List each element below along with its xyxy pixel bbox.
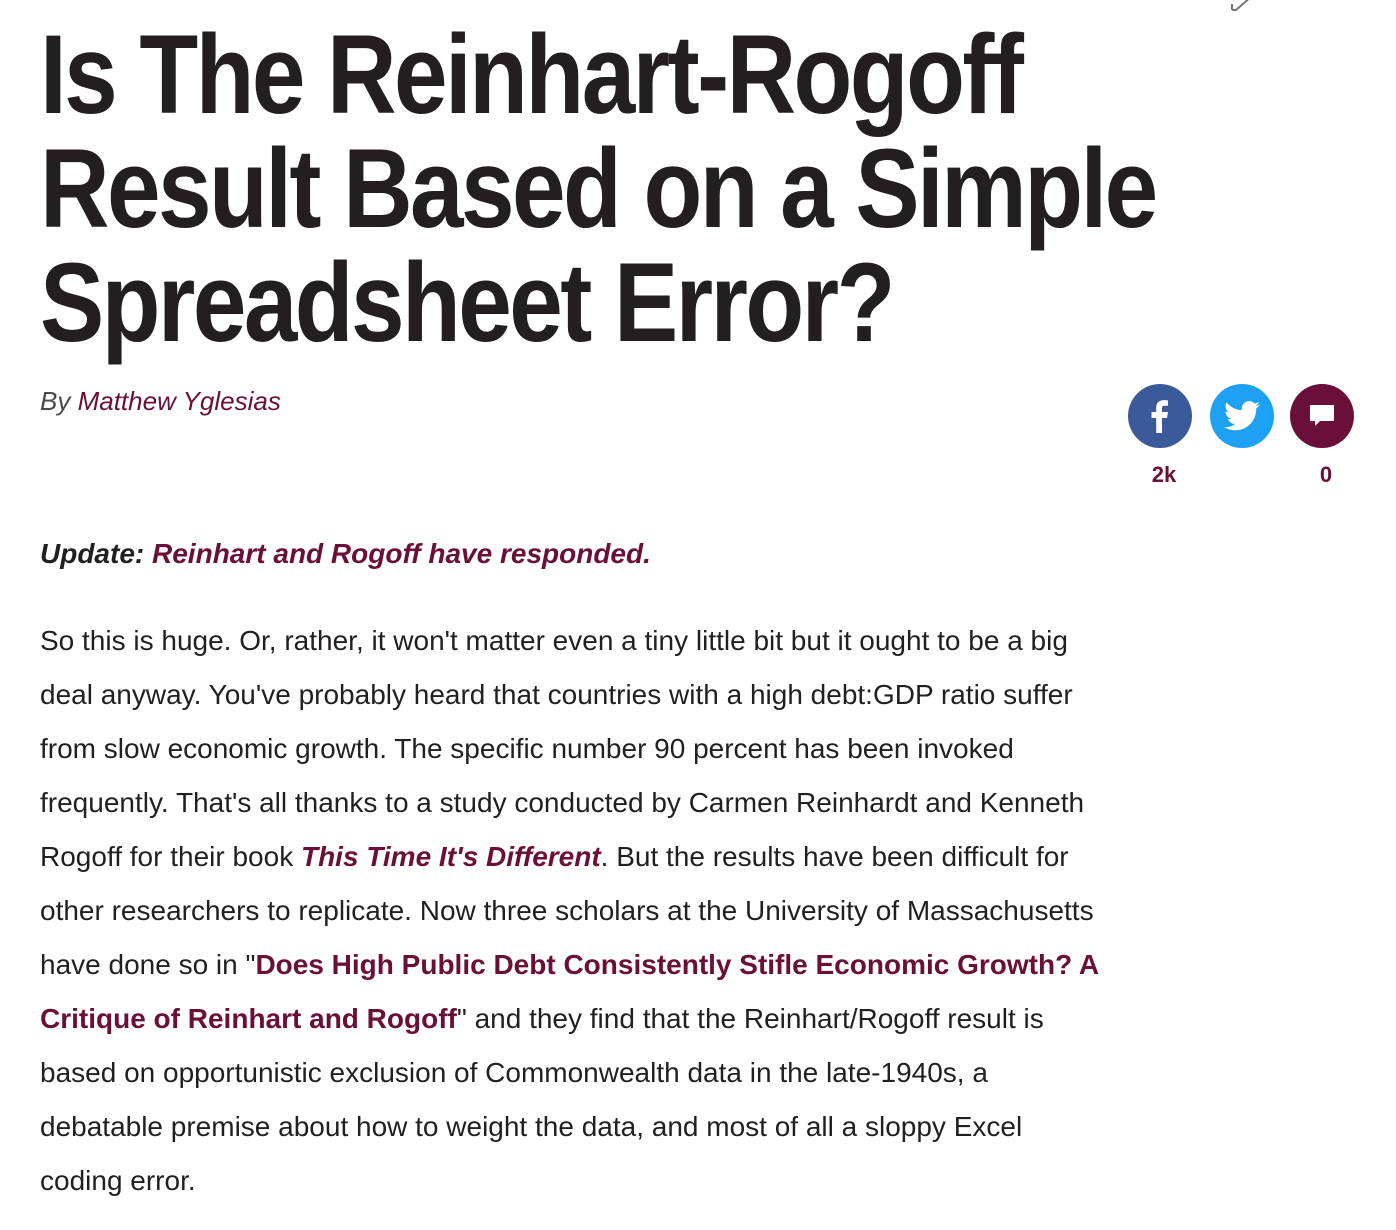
article-title: Is The Reinhart-Rogoff Result Based on a… [40,18,1175,360]
body-text-segment: . But the results have been difficult fo… [600,841,1069,872]
comment-count: 0 [1319,462,1333,487]
body-line: coding error. [40,1165,196,1196]
paper-link-continued[interactable]: Critique of Reinhart and Rogoff [40,1003,457,1034]
article-title-line-2: Result Based on a Simple [40,126,1158,251]
body-line: based on opportunistic exclusion of Comm… [40,1057,988,1088]
byline: By Matthew Yglesias [40,386,281,417]
twitter-share-button[interactable] [1210,384,1274,448]
facebook-share-count: 2k [1151,462,1177,487]
body-line: debatable premise about how to weight th… [40,1111,1023,1142]
facebook-share-button[interactable] [1128,384,1192,448]
body-line: other researchers to replicate. Now thre… [40,895,1094,926]
article-title-line-3: Spreadsheet Error? [40,240,895,365]
update-label: Update: [40,538,145,569]
edit-pencil-icon [1231,0,1249,11]
byline-prefix: By [40,386,71,416]
body-text-segment: have done so in " [40,949,256,980]
body-line: have done so in "Does High Public Debt C… [40,938,1190,992]
body-line: Critique of Reinhart and Rogoff" and the… [40,992,1190,1046]
paper-link[interactable]: Does High Public Debt Consistently Stifl… [255,949,1100,980]
share-bar: 2k 0 [1128,384,1356,494]
article-title-line-1: Is The Reinhart-Rogoff [40,12,1024,137]
body-line: from slow economic growth. The specific … [40,733,1014,764]
update-note: Update: Reinhart and Rogoff have respond… [40,538,651,570]
response-link[interactable]: Reinhart and Rogoff have responded. [152,538,651,569]
body-line: deal anyway. You've probably heard that … [40,679,1073,710]
body-line: So this is huge. Or, rather, it won't ma… [40,625,1068,656]
twitter-icon [1224,401,1260,431]
article-body: So this is huge. Or, rather, it won't ma… [40,614,1190,1208]
comment-icon [1310,405,1334,426]
book-title-link[interactable]: This Time It's Different [300,841,601,872]
comments-button[interactable] [1290,384,1354,448]
body-line: frequently. That's all thanks to a study… [40,787,1085,818]
author-link[interactable]: Matthew Yglesias [77,386,281,416]
body-text-segment: " and they find that the Reinhart/Rogoff… [456,1003,1044,1034]
body-text-segment: Rogoff for their book [40,841,301,872]
facebook-icon [1151,400,1168,433]
body-line: Rogoff for their book This Time It's Dif… [40,830,1190,884]
